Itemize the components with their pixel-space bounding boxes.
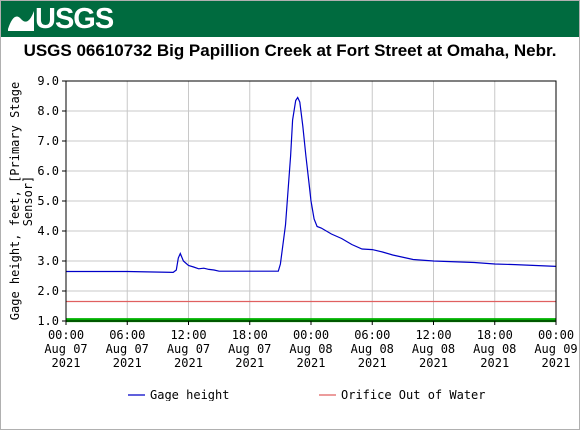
x-tick-label: 18:00 (232, 328, 268, 342)
x-tick-label: 00:00 (538, 328, 574, 342)
usgs-banner: USGS (1, 1, 579, 37)
y-axis-label-line: Gage height, feet, [Primary Stage (8, 82, 22, 320)
x-tick-label: Aug 08 (289, 342, 332, 356)
x-tick-label: 06:00 (354, 328, 390, 342)
series-line-1 (66, 96, 557, 274)
x-tick-label: 2021 (480, 356, 509, 370)
x-tick-label: 18:00 (477, 328, 513, 342)
x-tick-label: Aug 07 (167, 342, 210, 356)
x-tick-label: Aug 08 (351, 342, 394, 356)
x-tick-label: 00:00 (293, 328, 329, 342)
y-axis: 1.0 2.0 3.0 4.0 5.0 6.0 7.0 8.0 9.0 (37, 74, 66, 328)
x-tick-label: Aug 08 (473, 342, 516, 356)
x-tick-label: 2021 (174, 356, 203, 370)
x-tick-label: Aug 07 (44, 342, 87, 356)
usgs-logo-text: USGS (35, 3, 114, 35)
x-tick-label: 2021 (297, 356, 326, 370)
x-tick-label: 00:00 (48, 328, 84, 342)
x-tick-label: 2021 (542, 356, 571, 370)
usgs-logo-icon (8, 11, 34, 31)
chart-title: USGS 06610732 Big Papillion Creek at For… (23, 41, 557, 60)
x-tick-label: 2021 (52, 356, 81, 370)
series-layer (66, 96, 557, 323)
y-tick-label: 7.0 (37, 134, 59, 148)
y-tick-label: 8.0 (37, 104, 59, 118)
y-tick-label: 3.0 (37, 254, 59, 268)
x-tick-label: Aug 08 (412, 342, 455, 356)
x-tick-label: Aug 07 (228, 342, 271, 356)
legend-label: Orifice Out of Water (341, 388, 486, 401)
y-axis-label-line: Sensor] (21, 176, 35, 227)
x-tick-label: 12:00 (415, 328, 451, 342)
y-tick-label: 2.0 (37, 284, 59, 298)
x-tick-label: 2021 (358, 356, 387, 370)
y-tick-label: 9.0 (37, 74, 59, 88)
y-tick-label: 4.0 (37, 224, 59, 238)
x-tick-label: 2021 (235, 356, 264, 370)
y-tick-label: 6.0 (37, 164, 59, 178)
y-tick-label: 5.0 (37, 194, 59, 208)
x-tick-label: 2021 (113, 356, 142, 370)
x-tick-label: 06:00 (109, 328, 145, 342)
y-axis-label: Gage height, feet, [Primary Stage Sensor] (8, 82, 35, 320)
y-tick-label: 1.0 (37, 314, 59, 328)
x-tick-label: Aug 09 (534, 342, 577, 356)
legend-label: Gage height (150, 388, 229, 401)
x-tick-label: Aug 07 (106, 342, 149, 356)
x-tick-label: 12:00 (170, 328, 206, 342)
x-tick-label: 2021 (419, 356, 448, 370)
